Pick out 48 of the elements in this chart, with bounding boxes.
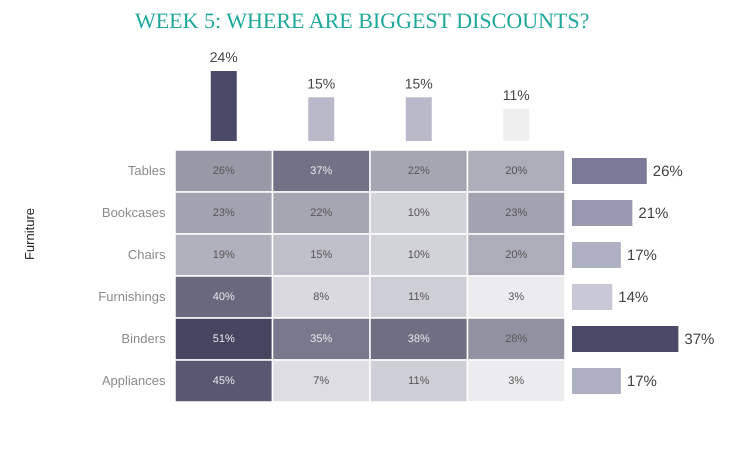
data-label: 45% (212, 375, 235, 387)
data-label: 10% (408, 207, 430, 219)
data-label: 15% (404, 75, 433, 92)
data-label: 38% (408, 333, 430, 345)
data-label: 20% (505, 249, 528, 261)
bar (572, 326, 678, 352)
data-label: 19% (212, 249, 235, 261)
bar (572, 158, 647, 184)
y-tick-label: Chairs (128, 247, 166, 262)
text: Furniture (22, 208, 37, 260)
bar (572, 242, 621, 268)
data-label: 3% (508, 291, 524, 303)
bar (572, 200, 632, 226)
data-label: 23% (212, 207, 235, 219)
data-label: 35% (310, 333, 332, 345)
data-label: 14% (618, 289, 648, 306)
data-label: 15% (310, 249, 332, 261)
data-label: 11% (408, 291, 430, 303)
data-label: 11% (408, 375, 430, 387)
data-label: 37% (310, 165, 332, 177)
y-tick-label: Furnishings (98, 289, 166, 304)
data-label: 15% (307, 75, 336, 92)
data-label: 22% (310, 207, 332, 219)
bar (572, 284, 612, 310)
y-tick-label: Bookcases (102, 205, 166, 220)
y-tick-label: Appliances (102, 373, 166, 388)
data-label: 26% (212, 165, 235, 177)
data-label: 17% (626, 247, 657, 264)
data-label: 23% (505, 207, 528, 219)
data-label: 8% (313, 291, 330, 303)
data-label: 28% (505, 333, 528, 345)
data-label: 10% (408, 249, 430, 261)
bar (572, 368, 621, 394)
data-label: 37% (684, 331, 714, 348)
data-label: 22% (408, 165, 430, 177)
chart-title: WEEK 5: WHERE ARE BIGGEST DISCOUNTS? (134, 8, 590, 33)
data-label: 40% (212, 291, 235, 303)
y-tick-label: Binders (121, 331, 166, 346)
data-label: 24% (210, 49, 238, 65)
data-label: 21% (638, 205, 668, 222)
data-label: 51% (212, 333, 235, 345)
y-tick-label: Tables (128, 163, 166, 178)
data-label: 11% (502, 86, 530, 103)
data-label: 26% (652, 163, 683, 180)
data-label: 7% (313, 375, 330, 387)
data-label: 20% (505, 165, 528, 177)
data-label: 3% (508, 375, 524, 387)
data-label: 17% (626, 373, 657, 390)
